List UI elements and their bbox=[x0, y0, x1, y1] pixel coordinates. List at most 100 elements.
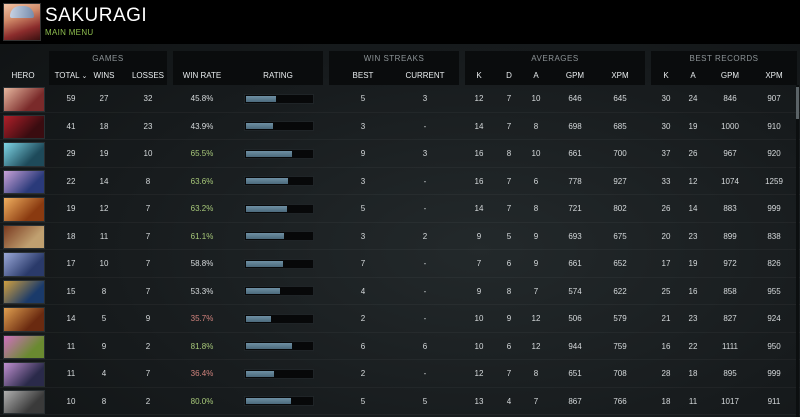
table-row[interactable]: 11 9 2 81.8% 6 6 10 6 12 944 759 16 22 1111 950 bbox=[0, 333, 800, 361]
win-rate-cell: 63.6% bbox=[190, 176, 214, 186]
streak-best-cell: 5 bbox=[360, 94, 366, 103]
avg-xpm-cell: 645 bbox=[613, 94, 627, 103]
rating-bar-fill bbox=[246, 398, 291, 405]
column-header-avg-k[interactable]: K bbox=[476, 71, 482, 80]
best-xpm-cell: 1259 bbox=[765, 176, 783, 186]
column-header-total-label: TOTAL bbox=[54, 71, 80, 80]
rating-bar bbox=[244, 203, 314, 214]
column-header-hero[interactable]: HERO bbox=[11, 71, 35, 80]
best-xpm-cell: 950 bbox=[767, 341, 781, 351]
best-kills-cell: 18 bbox=[661, 396, 671, 406]
table-row[interactable]: 22 14 8 63.6% 3 - 16 7 6 778 927 33 12 1074 1259 bbox=[0, 168, 800, 196]
games-losses-cell: 7 bbox=[145, 231, 151, 241]
hero-portrait-icon[interactable] bbox=[3, 224, 45, 249]
column-header-best-xpm[interactable]: XPM bbox=[765, 71, 783, 80]
avg-gpm-cell: 651 bbox=[568, 369, 582, 378]
winrate-group-header bbox=[173, 51, 323, 85]
column-header-losses[interactable]: LOSSES bbox=[131, 71, 164, 80]
table-row[interactable]: 15 8 7 53.3% 4 - 9 8 7 574 622 25 16 858 955 bbox=[0, 278, 800, 306]
rating-bar bbox=[244, 93, 314, 104]
avg-deaths-cell: 6 bbox=[506, 259, 512, 268]
rating-bar bbox=[244, 148, 314, 159]
avg-deaths-cell: 8 bbox=[506, 149, 512, 158]
column-header-rating[interactable]: RATING bbox=[263, 71, 293, 80]
best-kills-cell: 20 bbox=[661, 231, 671, 241]
rating-bar bbox=[244, 176, 314, 187]
table-row[interactable]: 10 8 2 80.0% 5 5 13 4 7 867 766 18 11 1017 911 bbox=[0, 388, 800, 416]
streak-best-cell: 4 bbox=[360, 286, 366, 296]
table-row[interactable]: 19 12 7 63.2% 5 - 14 7 8 721 802 26 14 883 999 bbox=[0, 195, 800, 223]
hero-portrait-icon[interactable] bbox=[3, 389, 45, 414]
avg-assists-cell: 12 bbox=[531, 341, 541, 351]
scrollbar-thumb[interactable] bbox=[796, 87, 799, 119]
column-header-wins[interactable]: WINS bbox=[93, 71, 115, 80]
best-xpm-cell: 907 bbox=[767, 94, 781, 103]
avg-gpm-cell: 693 bbox=[568, 231, 582, 241]
column-header-avg-gpm[interactable]: GPM bbox=[565, 71, 585, 80]
column-header-best-gpm[interactable]: GPM bbox=[720, 71, 740, 80]
avg-xpm-cell: 759 bbox=[613, 341, 627, 351]
streak-current-cell: - bbox=[423, 286, 427, 296]
column-header-win-rate[interactable]: WIN RATE bbox=[182, 71, 222, 80]
avg-assists-cell: 7 bbox=[533, 396, 539, 406]
table-row[interactable]: 29 19 10 65.5% 9 3 16 8 10 661 700 37 26 967 920 bbox=[0, 140, 800, 168]
main-menu-link[interactable]: MAIN MENU bbox=[45, 28, 94, 37]
avg-kills-cell: 14 bbox=[474, 121, 484, 131]
column-header-avg-xpm[interactable]: XPM bbox=[611, 71, 629, 80]
games-wins-cell: 5 bbox=[101, 314, 107, 323]
column-header-avg-d[interactable]: D bbox=[506, 71, 512, 80]
table-row[interactable]: 14 5 9 35.7% 2 - 10 9 12 506 579 21 23 827 924 bbox=[0, 305, 800, 333]
table-row[interactable]: 41 18 23 43.9% 3 - 14 7 8 698 685 30 19 1000 910 bbox=[0, 113, 800, 141]
rating-bar bbox=[244, 286, 314, 297]
hero-portrait-icon[interactable] bbox=[3, 307, 45, 332]
hero-portrait-icon[interactable] bbox=[3, 279, 45, 304]
rating-bar-fill bbox=[246, 233, 284, 240]
avg-kills-cell: 12 bbox=[474, 369, 484, 378]
streak-current-cell: - bbox=[423, 259, 427, 268]
best-assists-cell: 23 bbox=[688, 231, 698, 241]
column-header-avg-a[interactable]: A bbox=[533, 71, 539, 80]
hero-portrait-icon[interactable] bbox=[3, 142, 45, 167]
table-row[interactable]: 17 10 7 58.8% 7 - 7 6 9 661 652 17 19 972 826 bbox=[0, 250, 800, 278]
games-total-cell: 14 bbox=[66, 314, 76, 323]
avg-kills-cell: 16 bbox=[474, 149, 484, 158]
games-losses-cell: 7 bbox=[145, 286, 151, 296]
hero-portrait-icon[interactable] bbox=[3, 87, 45, 112]
page-title: SAKURAGI bbox=[45, 5, 148, 26]
column-header-best-a[interactable]: A bbox=[690, 71, 696, 80]
best-kills-cell: 25 bbox=[661, 286, 671, 296]
hero-portrait-icon[interactable] bbox=[3, 252, 45, 277]
win-rate-cell: 61.1% bbox=[190, 231, 214, 241]
best-assists-cell: 19 bbox=[688, 259, 698, 268]
best-kills-cell: 37 bbox=[661, 149, 671, 158]
hero-portrait-icon[interactable] bbox=[3, 3, 41, 41]
column-header-total[interactable]: TOTAL ⌄ bbox=[51, 70, 91, 82]
games-total-cell: 11 bbox=[66, 369, 76, 378]
hero-portrait-icon[interactable] bbox=[3, 197, 45, 222]
hero-portrait-icon[interactable] bbox=[3, 114, 45, 139]
table-scrollbar[interactable] bbox=[796, 85, 799, 417]
avg-assists-cell: 8 bbox=[533, 369, 539, 378]
sort-chevron-down-icon: ⌄ bbox=[81, 73, 88, 80]
avg-assists-cell: 9 bbox=[533, 231, 539, 241]
games-total-cell: 11 bbox=[66, 341, 76, 351]
rating-bar-fill bbox=[246, 343, 292, 350]
hero-portrait-icon[interactable] bbox=[3, 362, 45, 387]
avg-assists-cell: 7 bbox=[533, 286, 539, 296]
win-rate-cell: 36.4% bbox=[190, 369, 214, 378]
column-header-streak-current[interactable]: CURRENT bbox=[405, 71, 445, 80]
table-row[interactable]: 59 27 32 45.8% 5 3 12 7 10 646 645 30 24 846 907 bbox=[0, 85, 800, 113]
table-row[interactable]: 11 4 7 36.4% 2 - 12 7 8 651 708 28 18 895 999 bbox=[0, 360, 800, 388]
hero-portrait-icon[interactable] bbox=[3, 334, 45, 359]
avg-gpm-cell: 506 bbox=[568, 314, 582, 323]
hero-portrait-icon[interactable] bbox=[3, 169, 45, 194]
best-gpm-cell: 899 bbox=[723, 231, 737, 241]
win-rate-cell: 43.9% bbox=[190, 121, 214, 131]
avg-gpm-cell: 698 bbox=[568, 121, 582, 131]
table-row[interactable]: 18 11 7 61.1% 3 2 9 5 9 693 675 20 23 899 838 bbox=[0, 223, 800, 251]
column-header-best-k[interactable]: K bbox=[663, 71, 669, 80]
column-header-streak-best[interactable]: BEST bbox=[352, 71, 374, 80]
rating-bar-fill bbox=[246, 178, 288, 185]
games-wins-cell: 8 bbox=[101, 286, 107, 296]
